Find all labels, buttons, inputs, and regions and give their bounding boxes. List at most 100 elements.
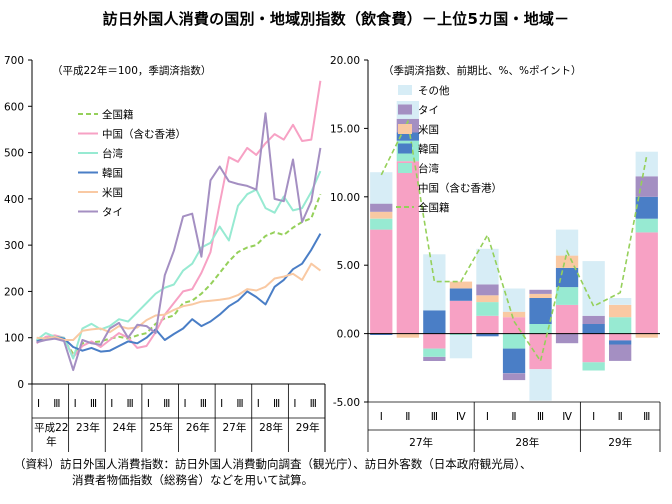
bar-segment-thai	[502, 373, 526, 381]
bar-segment-thai	[423, 356, 446, 361]
left-y-tick-label: 400	[4, 194, 24, 206]
bar-segment-other	[502, 288, 526, 312]
bar-segment-korea	[449, 288, 473, 301]
right-quarter-label: Ⅰ	[486, 411, 489, 423]
bar-segment-other	[476, 248, 499, 285]
bar-segment-china	[476, 315, 499, 334]
left-y-tick-label: 700	[4, 55, 24, 67]
bar-segment-other	[635, 151, 658, 177]
bar-segment-korea	[609, 340, 632, 345]
left-quarter-label: Ⅲ	[200, 398, 207, 410]
bar-segment-us	[555, 255, 579, 268]
bar-segment-korea	[396, 132, 419, 141]
right-y-tick-label: 5.00	[337, 260, 360, 272]
left-y-tick-label: 200	[4, 286, 24, 298]
bar-segment-taiwan	[423, 348, 446, 357]
bar-segment-thai	[582, 315, 605, 324]
line-series-us	[36, 262, 322, 341]
left-legend-label-thai: タイ	[102, 207, 123, 219]
right-year-label: 28年	[515, 436, 539, 449]
left-year-label: 27年	[223, 421, 247, 434]
left-quarter-label: Ⅲ	[236, 398, 243, 410]
bar-segment-china	[396, 161, 419, 334]
bar-segment-korea	[635, 196, 658, 219]
left-y-tick-label: 0	[17, 379, 24, 391]
bar-segment-china	[370, 229, 393, 334]
right-legend-swatch-korea	[398, 143, 412, 154]
line-series-thai	[36, 112, 322, 372]
left-y-tick-label: 500	[4, 148, 24, 160]
left-legend-label-taiwan: 台湾	[102, 147, 123, 160]
left-year-label: 平成22	[34, 422, 68, 434]
left-year-label: 26年	[186, 421, 210, 434]
bar-segment-thai	[370, 203, 393, 212]
left-quarter-label: Ⅰ	[37, 398, 40, 410]
left-quarter-label: Ⅰ	[74, 398, 77, 410]
left-quarter-label: Ⅰ	[257, 398, 260, 410]
right-quarter-label: Ⅲ	[537, 411, 544, 423]
right-legend-label-china: 中国（含む香港）	[418, 182, 502, 195]
right-year-label: 29年	[608, 436, 632, 449]
left-annotation: （平成22年＝100，季調済指数）	[52, 64, 211, 77]
line-series-taiwan	[35, 170, 322, 360]
left-year-label: 28年	[259, 421, 283, 434]
bar-segment-thai	[555, 333, 579, 344]
bar-segment-us	[449, 281, 473, 289]
right-quarter-label: Ⅱ	[618, 411, 623, 423]
right-legend-swatch-taiwan	[398, 163, 412, 173]
bar-segment-other	[370, 172, 393, 204]
footnote-line-2: 消費者物価指数（総務省）などを用いて試算。	[72, 473, 314, 487]
right-legend-label-total: 全国籍	[418, 201, 450, 214]
chart-title: 訪日外国人消費の国別・地域別指数（飲食費）－上位5カ国・地域－	[102, 10, 570, 28]
bar-segment-us	[396, 333, 419, 338]
bar-segment-korea	[476, 333, 499, 337]
footnote-line-1: （資料）訪日外国人消費指数：訪日外国人消費動向調査（観光庁）、訪日外客数（日本政…	[14, 457, 532, 471]
left-quarter-label: Ⅲ	[127, 398, 134, 410]
right-y-tick-label: 15.00	[330, 123, 360, 135]
line-series-china	[36, 80, 322, 359]
bar-segment-china	[423, 333, 446, 349]
line-series-korea	[36, 233, 322, 353]
bar-segment-taiwan	[529, 324, 552, 334]
left-year-label: 23年	[76, 421, 100, 434]
right-annotation: （季調済指数、前期比、%、%ポイント）	[383, 64, 581, 77]
right-legend-swatch-other	[398, 85, 412, 95]
right-legend-label-us: 米国	[418, 123, 439, 136]
bar-segment-us	[502, 311, 526, 318]
left-y-tick-label: 300	[4, 240, 24, 252]
right-quarter-label: Ⅲ	[643, 411, 650, 423]
right-quarter-label: Ⅱ	[511, 411, 516, 423]
left-quarter-label: Ⅰ	[184, 398, 187, 410]
line-series-all	[36, 193, 322, 355]
left-year-label: 29年	[296, 421, 320, 434]
left-quarter-label: Ⅰ	[147, 398, 150, 410]
left-year-label: 年	[46, 435, 57, 448]
bar-segment-us	[476, 295, 499, 303]
left-quarter-label: Ⅲ	[163, 398, 170, 410]
left-legend-label-us: 米国	[102, 186, 123, 199]
left-y-tick-label: 100	[4, 333, 24, 345]
left-legend-label-china: 中国（含む香港）	[102, 128, 186, 141]
right-quarter-label: Ⅳ	[562, 411, 572, 423]
bar-segment-taiwan	[555, 287, 579, 305]
bar-segment-us	[370, 211, 393, 219]
bar-segment-china	[502, 317, 526, 334]
bar-segment-china	[609, 333, 632, 341]
left-y-tick-label: 600	[4, 101, 24, 113]
right-legend-swatch-thai	[398, 104, 412, 115]
bar-segment-korea	[555, 267, 579, 288]
left-quarter-label: Ⅲ	[53, 398, 60, 410]
right-quarter-label: Ⅲ	[431, 411, 438, 423]
right-y-tick-label: 10.00	[330, 192, 360, 204]
bar-segment-korea	[423, 310, 446, 334]
bar-segment-other	[609, 298, 632, 305]
bar-segment-taiwan	[609, 317, 632, 334]
bar-segment-china	[635, 232, 658, 334]
left-quarter-label: Ⅰ	[293, 398, 296, 410]
right-quarter-label: Ⅳ	[456, 411, 466, 423]
bar-segment-taiwan	[582, 362, 605, 371]
bar-segment-china	[555, 304, 579, 334]
bar-segment-taiwan	[370, 218, 393, 230]
right-year-label: 27年	[409, 436, 433, 449]
